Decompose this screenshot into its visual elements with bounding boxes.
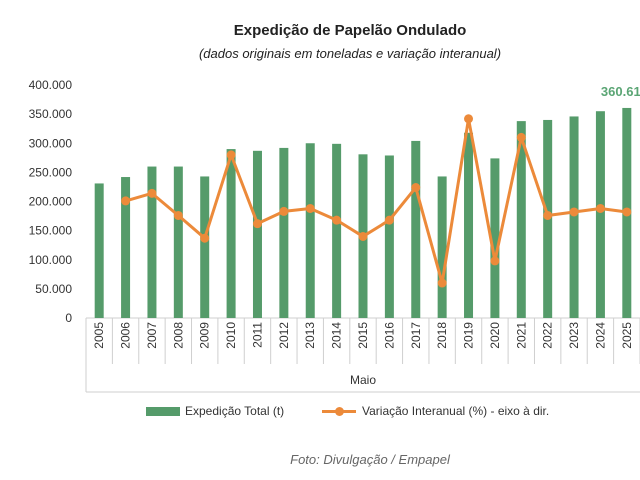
line-series (121, 114, 632, 288)
x-tick-label: 2008 (171, 322, 185, 349)
x-axis-ticks: 2005 2006 2007 2008 2009 2010 2011 2012 2013 2014… (92, 322, 634, 349)
y-tick-label: 200.000 (29, 195, 73, 209)
x-tick-label: 2012 (277, 322, 291, 349)
y-tick-label: 300.000 (29, 136, 73, 150)
x-axis-title: Maio (350, 373, 376, 387)
x-tick-label: 2013 (303, 322, 317, 349)
x-tick-label: 2011 (250, 322, 264, 348)
line-point-2024 (595, 203, 605, 213)
line-point-2015 (358, 231, 368, 241)
x-tick-label: 2014 (330, 322, 344, 349)
x-tick-label: 2024 (593, 322, 607, 349)
bar-2020 (490, 158, 500, 318)
y-tick-label: 150.000 (29, 224, 73, 238)
bar-2016 (384, 155, 394, 318)
line-point-2022 (543, 210, 553, 220)
chart-title: Expedição de Papelão Ondulado (233, 22, 467, 39)
x-tick-label: 2007 (145, 322, 159, 349)
variation-line (125, 117, 628, 285)
x-tick-label: 2009 (198, 322, 212, 349)
bar-2012 (279, 147, 289, 318)
line-point-2019 (464, 114, 474, 124)
y-tick-label: 100.000 (29, 253, 73, 267)
x-tick-label: 2025 (620, 322, 634, 349)
legend-line-label: Variação Interanual (%) - eixo à dir. (362, 404, 550, 418)
legend-item-bar: Expedição Total (t) (146, 404, 284, 418)
x-tick-label: 2005 (92, 322, 106, 349)
y-axis: 0 50.000 100.000 150.000 200.000 250.000 300.0… (29, 78, 73, 325)
bar-2018 (437, 176, 447, 318)
line-point-2008 (173, 210, 183, 220)
bar-2009 (200, 176, 210, 318)
chart-svg: 0 50.000 100.000 150.000 200.000 250.000 300.0… (29, 78, 640, 393)
bar-2007 (147, 166, 157, 318)
x-tick-label: 2015 (356, 322, 370, 349)
bar-2021 (516, 121, 526, 319)
x-tick-label: 2021 (514, 322, 528, 349)
x-tick-label: 2016 (382, 322, 396, 349)
legend-line-swatch (322, 406, 356, 416)
line-point-2014 (332, 215, 342, 225)
bar-2005 (94, 183, 104, 318)
bar-2010 (226, 149, 236, 318)
x-tick-label: 2022 (541, 322, 555, 349)
annotation-label: 360.61 (601, 84, 640, 99)
line-point-2023 (569, 207, 579, 217)
bar-2017 (411, 140, 421, 318)
bar-2023 (569, 116, 579, 318)
legend-bar-label: Expedição Total (t) (185, 404, 285, 418)
line-point-2007 (147, 188, 157, 198)
x-tick-label: 2006 (119, 322, 133, 349)
line-point-2012 (279, 206, 289, 216)
x-tick-label: 2017 (409, 322, 423, 349)
y-tick-label: 50.000 (35, 282, 72, 296)
legend-item-line: Variação Interanual (%) - eixo à dir. (322, 404, 549, 418)
bar-2014 (332, 143, 342, 318)
x-tick-label: 2010 (224, 322, 238, 349)
line-point-2020 (490, 256, 500, 266)
y-tick-label: 0 (65, 311, 72, 325)
line-point-2017 (411, 183, 421, 193)
line-point-2018 (437, 278, 447, 288)
bar-2011 (252, 150, 262, 318)
annotations: 360.61 (601, 84, 640, 99)
y-tick-label: 350.000 (29, 107, 73, 121)
line-point-2025 (622, 207, 632, 217)
bar-2006 (121, 177, 131, 318)
legend-bar-swatch (146, 406, 180, 416)
line-point-2006 (121, 196, 131, 206)
bar-2019 (464, 132, 474, 318)
y-tick-label: 400.000 (29, 78, 73, 92)
bar-2008 (173, 166, 183, 318)
line-point-2016 (384, 215, 394, 225)
line-point-2013 (305, 203, 315, 213)
x-tick-label: 2020 (488, 322, 502, 349)
line-point-2021 (516, 132, 526, 142)
bar-2024 (595, 111, 605, 319)
line-point-2009 (200, 233, 210, 243)
x-tick-label: 2018 (435, 322, 449, 349)
line-point-2010 (226, 150, 236, 160)
photo-credit: Foto: Divulgação / Empapel (290, 452, 450, 467)
line-point-2011 (252, 219, 262, 229)
x-tick-label: 2023 (567, 322, 581, 349)
y-tick-label: 250.000 (29, 165, 73, 179)
x-tick-label: 2019 (462, 322, 476, 349)
bar-2013 (305, 143, 315, 318)
chart-subtitle: (dados originais em toneladas e variação… (198, 46, 502, 61)
